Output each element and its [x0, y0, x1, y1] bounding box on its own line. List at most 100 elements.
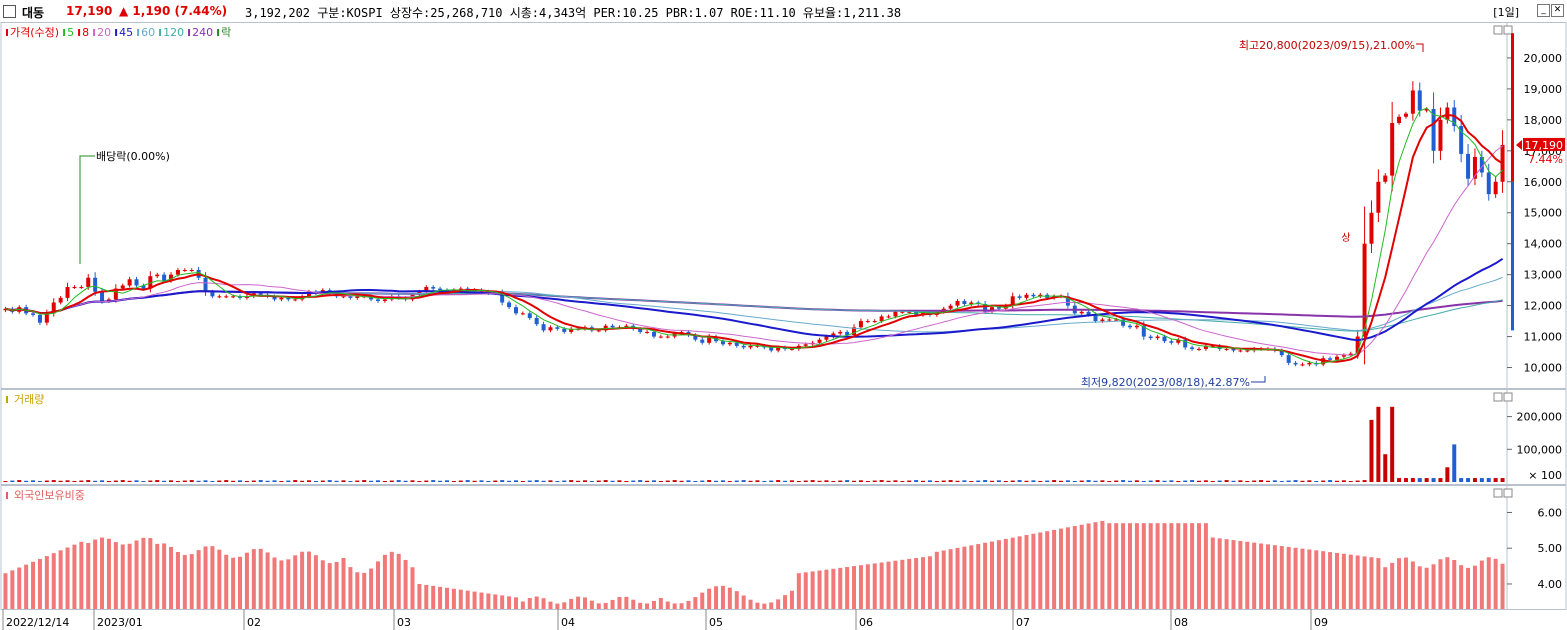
foreign-bar — [93, 539, 98, 609]
volume-bar — [686, 480, 691, 482]
close-icon[interactable]: ✕ — [1551, 4, 1564, 17]
foreign-bar — [582, 597, 587, 609]
candle — [169, 274, 174, 281]
volume-bar — [1272, 480, 1277, 482]
volume-bar — [914, 480, 919, 482]
volume-bar — [872, 480, 877, 482]
foreign-bar — [879, 562, 884, 609]
volume-bar — [396, 480, 401, 482]
volume-bar — [658, 481, 663, 483]
volume-bar — [845, 480, 850, 482]
foreign-bar — [803, 572, 808, 609]
candle — [1403, 113, 1408, 117]
candle — [776, 347, 781, 351]
foreign-bar — [534, 596, 539, 609]
candle — [520, 313, 525, 315]
volume-bar — [376, 480, 380, 482]
foreign-legend-marker — [6, 492, 8, 499]
volume-bar — [1245, 481, 1250, 483]
candle — [1024, 294, 1029, 298]
foreign-bar — [755, 602, 760, 609]
candle — [1293, 362, 1298, 365]
ma-line-5 — [5, 107, 1503, 365]
foreign-bar — [1355, 555, 1360, 609]
foreign-bar — [845, 566, 850, 609]
foreign-bar — [1169, 523, 1174, 609]
candle — [803, 344, 808, 346]
volume-bar — [203, 480, 208, 482]
volume-bar — [962, 480, 967, 482]
foreign-bar — [376, 561, 380, 609]
x-tick-label: 07 — [1016, 616, 1030, 629]
volume-bar — [93, 480, 98, 482]
candle — [1300, 364, 1305, 366]
foreign-bar — [148, 538, 153, 609]
stock-chart[interactable]: 20,00019,00018,00017,00016,00015,00014,0… — [0, 22, 1567, 630]
volume-bar — [1190, 480, 1195, 482]
candle — [224, 296, 229, 298]
volume-bar — [645, 480, 650, 482]
volume-bar — [1224, 480, 1229, 482]
volume-bar — [927, 480, 932, 482]
volume-bar — [1397, 478, 1402, 482]
foreign-bar — [852, 566, 857, 609]
volume-bar — [1121, 480, 1126, 482]
y-tick-label: 18,000 — [1524, 114, 1563, 127]
volume-bar — [486, 481, 491, 483]
foreign-bar — [1472, 565, 1477, 609]
volume-bar — [1065, 480, 1070, 482]
foreign-legend: 외국인보유비중 — [14, 489, 85, 502]
volume-bar — [1493, 478, 1498, 482]
candle — [879, 316, 884, 322]
candle — [272, 296, 277, 300]
volume-bar — [576, 480, 581, 482]
candle — [817, 339, 822, 343]
candle — [72, 287, 77, 289]
y-tick-label: 5.00 — [1538, 542, 1563, 555]
volume-bar — [693, 481, 698, 483]
volume-bar — [1293, 480, 1298, 482]
candle — [1065, 296, 1070, 306]
volume-bar — [72, 481, 77, 483]
volume-bar — [1169, 480, 1174, 482]
candle — [534, 317, 539, 325]
high-arrow — [1416, 43, 1424, 52]
candle — [162, 274, 167, 281]
panel-minimize-icon — [1493, 488, 1503, 498]
candle — [541, 324, 546, 331]
volume-bar — [941, 480, 946, 482]
volume-bar — [1300, 480, 1305, 482]
select-checkbox[interactable] — [3, 5, 16, 18]
foreign-bar — [362, 572, 367, 609]
foreign-bar — [1452, 560, 1457, 609]
candle — [1086, 311, 1091, 315]
title-bar: 대동 17,190 ▲ 1,190 (7.44%) 3,192,202 구분:K… — [0, 0, 1567, 23]
candle — [44, 313, 49, 323]
candle — [1238, 350, 1243, 352]
legend-marker — [188, 29, 191, 36]
volume-bar — [51, 480, 56, 482]
volume-bar — [527, 480, 532, 482]
foreign-bar — [1314, 550, 1319, 609]
foreign-bar — [231, 557, 236, 609]
volume-bar — [320, 480, 325, 482]
minimize-icon[interactable]: _ — [1537, 4, 1550, 17]
y-tick-label: 12,000 — [1524, 300, 1563, 313]
panel-close-icon — [1503, 25, 1513, 35]
foreign-bar — [907, 558, 912, 609]
candle — [1424, 109, 1429, 111]
volume-bar — [1162, 480, 1167, 482]
period-selector[interactable]: [1일] — [1493, 6, 1519, 19]
candle — [1369, 212, 1374, 244]
foreign-bar — [382, 554, 387, 609]
volume-bar — [665, 480, 670, 482]
volume-bar — [279, 481, 284, 483]
foreign-bar — [576, 596, 581, 609]
foreign-bar — [679, 603, 684, 609]
foreign-bar — [686, 600, 691, 609]
foreign-bar — [603, 602, 608, 609]
volume-bar — [921, 480, 926, 482]
candle — [658, 336, 663, 338]
current-price-tag — [1523, 137, 1565, 151]
candle — [1100, 319, 1105, 322]
